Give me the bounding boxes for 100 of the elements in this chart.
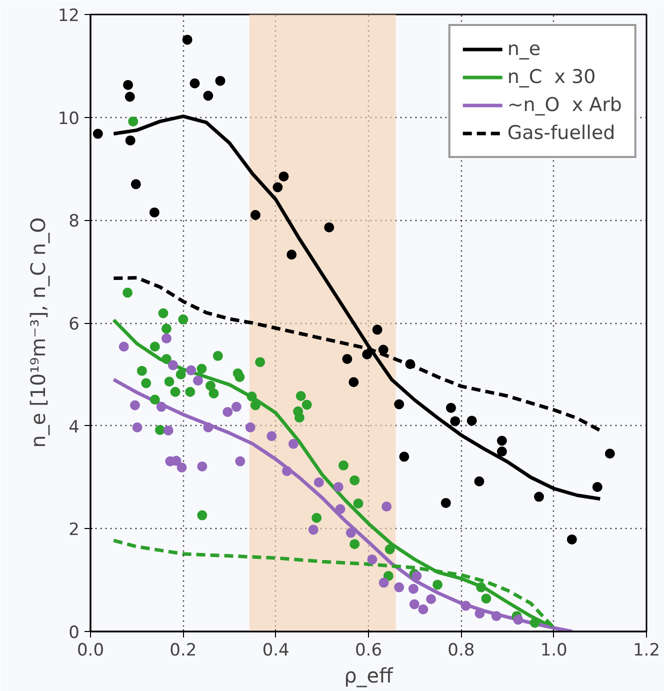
point	[163, 425, 174, 436]
point	[294, 412, 304, 423]
x-axis-title: ρ_eff	[344, 664, 394, 688]
point	[190, 78, 200, 88]
point	[432, 580, 443, 590]
y-tick-label: 12	[58, 6, 80, 26]
x-tick-label: 1.0	[540, 640, 568, 660]
point	[474, 476, 484, 486]
point	[338, 460, 348, 470]
point	[604, 448, 615, 459]
point	[130, 400, 140, 410]
point	[208, 388, 219, 398]
point	[476, 582, 486, 592]
point	[168, 360, 178, 370]
point	[353, 498, 364, 508]
point	[513, 614, 524, 625]
point	[176, 369, 186, 380]
legend-label: n_C x 30	[507, 66, 596, 88]
point	[171, 456, 182, 466]
y-tick-label: 8	[68, 212, 80, 232]
point	[161, 333, 172, 344]
point	[496, 446, 507, 457]
point	[123, 80, 134, 90]
point	[288, 438, 298, 449]
point	[346, 528, 356, 538]
point	[378, 578, 389, 588]
y-tick-label: 0	[68, 623, 80, 643]
x-tick-label: 0.0	[76, 640, 104, 660]
point	[124, 92, 135, 102]
point	[405, 359, 416, 370]
point	[149, 207, 160, 218]
point	[530, 618, 540, 628]
point	[302, 400, 312, 410]
x-tick-label: 0.6	[354, 640, 382, 660]
y-tick-label: 6	[68, 314, 80, 334]
point	[394, 399, 404, 410]
point	[161, 354, 172, 364]
point	[170, 386, 180, 397]
point	[122, 288, 133, 298]
point	[132, 422, 142, 432]
x-tick-label: 0.4	[262, 640, 290, 660]
point	[446, 402, 456, 413]
y-tick-label: 4	[68, 417, 80, 438]
point	[372, 324, 382, 335]
point	[474, 608, 485, 618]
point	[335, 504, 346, 514]
point	[412, 570, 422, 581]
point	[382, 502, 392, 512]
point	[158, 308, 168, 318]
point	[460, 600, 471, 611]
legend-label: ~n_O x Arb	[507, 94, 622, 116]
point	[367, 554, 378, 565]
point	[203, 90, 214, 101]
point	[496, 436, 507, 446]
point	[296, 391, 306, 402]
point	[272, 182, 283, 192]
point	[185, 386, 196, 397]
point	[182, 34, 192, 45]
point	[350, 475, 360, 486]
point	[566, 534, 577, 544]
point	[399, 452, 410, 462]
point	[426, 594, 436, 604]
point	[246, 392, 257, 402]
point	[266, 431, 277, 442]
point	[282, 466, 292, 476]
point	[255, 357, 266, 368]
point	[234, 372, 245, 382]
point	[206, 380, 216, 391]
point	[333, 482, 344, 492]
point	[348, 377, 359, 388]
point	[164, 376, 174, 387]
point	[130, 179, 141, 190]
point	[150, 342, 160, 352]
point	[481, 594, 492, 604]
point	[350, 539, 360, 550]
point	[141, 378, 152, 388]
point	[178, 314, 188, 324]
point	[92, 128, 103, 139]
point	[128, 116, 138, 126]
point	[197, 461, 208, 472]
point	[362, 349, 372, 360]
point	[384, 544, 395, 554]
point	[534, 492, 544, 502]
point	[176, 462, 187, 472]
point	[222, 406, 233, 417]
point	[212, 350, 223, 361]
y-axis-title: n_e [10¹⁹m⁻³], n_C n_O	[26, 217, 50, 448]
point	[324, 222, 334, 232]
point	[192, 376, 203, 386]
point	[235, 456, 246, 466]
y-tick-label: 10	[58, 108, 80, 129]
point	[136, 366, 147, 376]
point	[125, 135, 136, 146]
point	[408, 584, 418, 594]
x-tick-label: 1.2	[632, 640, 660, 660]
point	[592, 482, 602, 492]
point	[150, 394, 160, 405]
point	[215, 76, 226, 86]
point	[278, 171, 289, 182]
point	[409, 599, 420, 610]
